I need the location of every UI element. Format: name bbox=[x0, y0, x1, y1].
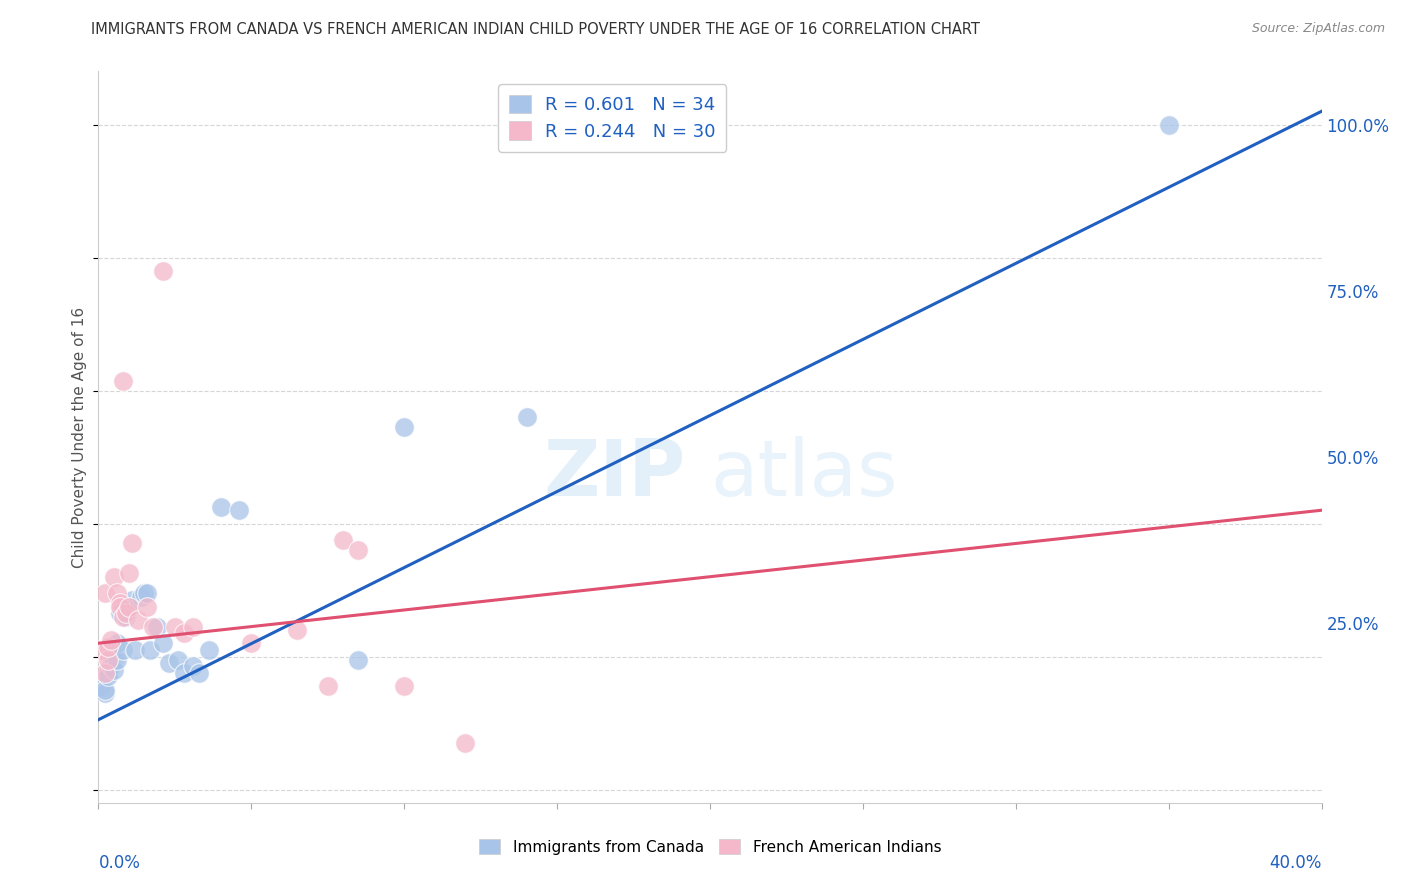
Point bbox=[115, 607, 138, 621]
Point bbox=[188, 666, 211, 681]
Point bbox=[1157, 118, 1180, 132]
Point bbox=[152, 264, 174, 278]
Point bbox=[228, 503, 250, 517]
Text: 40.0%: 40.0% bbox=[1270, 854, 1322, 872]
Point bbox=[90, 680, 112, 694]
Point bbox=[134, 586, 156, 600]
Text: 0.0%: 0.0% bbox=[98, 854, 141, 872]
Point bbox=[454, 736, 477, 750]
Point bbox=[173, 626, 195, 640]
Y-axis label: Child Poverty Under the Age of 16: Child Poverty Under the Age of 16 bbox=[72, 307, 87, 567]
Point bbox=[97, 666, 120, 681]
Text: IMMIGRANTS FROM CANADA VS FRENCH AMERICAN INDIAN CHILD POVERTY UNDER THE AGE OF : IMMIGRANTS FROM CANADA VS FRENCH AMERICA… bbox=[91, 22, 980, 37]
Point bbox=[209, 500, 232, 514]
Point bbox=[97, 653, 120, 667]
Point bbox=[103, 653, 125, 667]
Point bbox=[93, 586, 115, 600]
Text: atlas: atlas bbox=[710, 435, 897, 512]
Point bbox=[347, 543, 370, 558]
Legend: Immigrants from Canada, French American Indians: Immigrants from Canada, French American … bbox=[472, 833, 948, 861]
Point bbox=[152, 636, 174, 650]
Point bbox=[173, 666, 195, 681]
Point bbox=[111, 374, 134, 388]
Point bbox=[97, 640, 120, 654]
Point bbox=[129, 590, 152, 604]
Point bbox=[93, 666, 115, 681]
Point bbox=[332, 533, 354, 548]
Point bbox=[108, 596, 131, 610]
Point bbox=[197, 643, 219, 657]
Point bbox=[105, 586, 128, 600]
Point bbox=[167, 653, 190, 667]
Point bbox=[316, 680, 339, 694]
Point bbox=[90, 643, 112, 657]
Point bbox=[118, 599, 141, 614]
Point bbox=[105, 636, 128, 650]
Point bbox=[121, 593, 143, 607]
Point bbox=[181, 619, 204, 633]
Point bbox=[111, 609, 134, 624]
Point bbox=[181, 659, 204, 673]
Point bbox=[103, 570, 125, 584]
Text: Source: ZipAtlas.com: Source: ZipAtlas.com bbox=[1251, 22, 1385, 36]
Point bbox=[118, 566, 141, 581]
Point bbox=[157, 656, 180, 670]
Point bbox=[115, 609, 138, 624]
Point bbox=[108, 607, 131, 621]
Point bbox=[97, 669, 120, 683]
Point bbox=[100, 632, 122, 647]
Point bbox=[136, 599, 159, 614]
Point bbox=[124, 643, 146, 657]
Point bbox=[139, 643, 162, 657]
Point bbox=[516, 410, 538, 425]
Point bbox=[93, 686, 115, 700]
Point bbox=[127, 613, 149, 627]
Point bbox=[100, 659, 122, 673]
Point bbox=[347, 653, 370, 667]
Point bbox=[136, 586, 159, 600]
Point bbox=[121, 536, 143, 550]
Point bbox=[163, 619, 186, 633]
Point bbox=[105, 653, 128, 667]
Point bbox=[111, 643, 134, 657]
Point bbox=[103, 663, 125, 677]
Point bbox=[118, 599, 141, 614]
Point bbox=[142, 619, 165, 633]
Point bbox=[285, 623, 308, 637]
Point bbox=[392, 420, 416, 434]
Text: ZIP: ZIP bbox=[543, 435, 686, 512]
Point bbox=[392, 680, 416, 694]
Point bbox=[108, 599, 131, 614]
Point bbox=[93, 682, 115, 697]
Point bbox=[240, 636, 263, 650]
Point bbox=[145, 619, 167, 633]
